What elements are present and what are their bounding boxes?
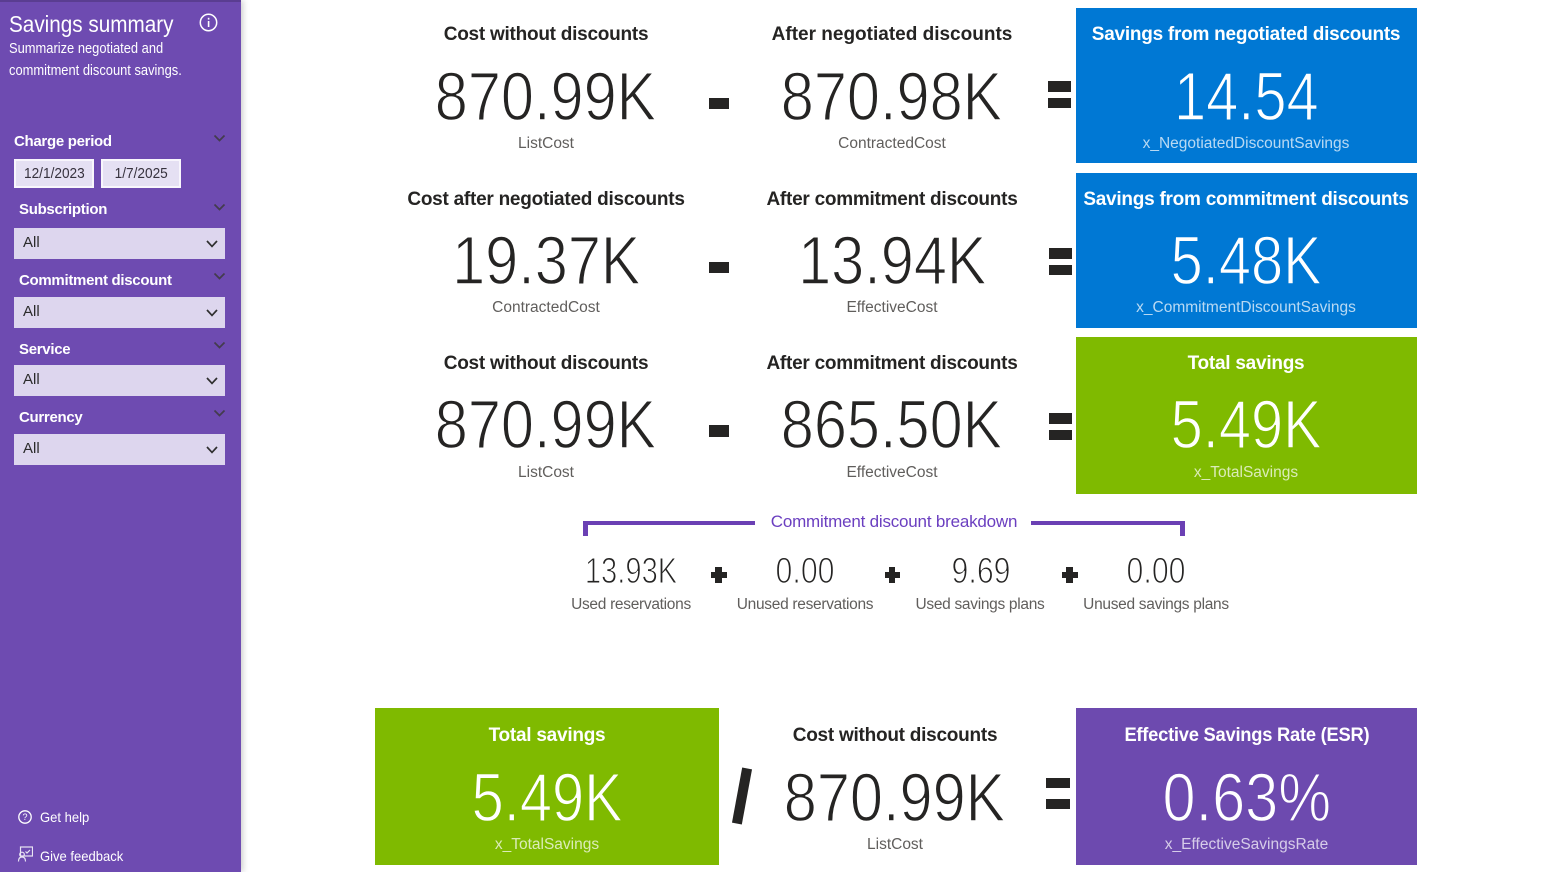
svg-text:?: ? (22, 812, 27, 822)
